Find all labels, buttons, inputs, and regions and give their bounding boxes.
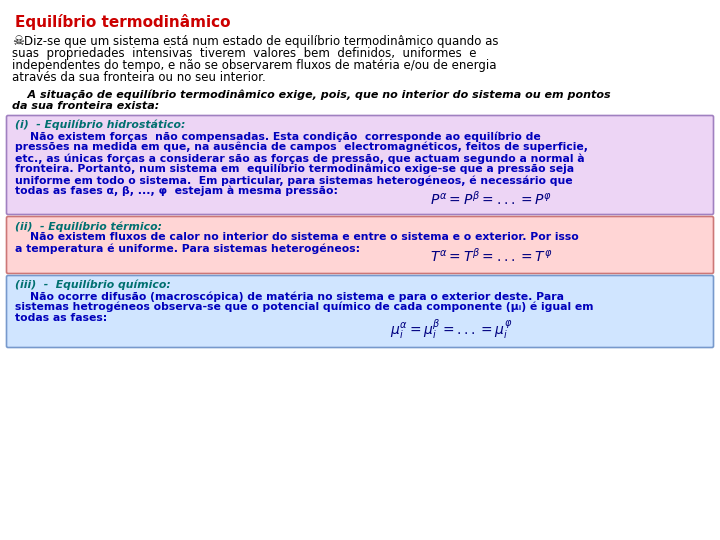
Text: todas as fases:: todas as fases: xyxy=(15,313,107,323)
FancyBboxPatch shape xyxy=(6,217,714,273)
Text: sistemas hetrogéneos observa-se que o potencial químico de cada componente (μᵢ) : sistemas hetrogéneos observa-se que o po… xyxy=(15,302,593,313)
Text: a temperatura é uniforme. Para sistemas heterogéneos:: a temperatura é uniforme. Para sistemas … xyxy=(15,243,360,253)
Text: (iii)  -  Equilíbrio químico:: (iii) - Equilíbrio químico: xyxy=(15,280,171,291)
Text: Diz-se que um sistema está num estado de equilíbrio termodinâmico quando as: Diz-se que um sistema está num estado de… xyxy=(24,35,498,48)
FancyBboxPatch shape xyxy=(6,116,714,214)
Text: independentes do tempo, e não se observarem fluxos de matéria e/ou de energia: independentes do tempo, e não se observa… xyxy=(12,59,497,72)
Text: $P^{\alpha} = P^{\beta} =...= P^{\varphi}$: $P^{\alpha} = P^{\beta} =...= P^{\varphi… xyxy=(430,190,552,208)
Text: suas  propriedades  intensivas  tiverem  valores  bem  definidos,  uniformes  e: suas propriedades intensivas tiverem val… xyxy=(12,47,477,60)
Text: Equilíbrio termodinâmico: Equilíbrio termodinâmico xyxy=(15,14,230,30)
Text: Não ocorre difusão (macroscópica) de matéria no sistema e para o exterior deste.: Não ocorre difusão (macroscópica) de mat… xyxy=(15,291,564,301)
Text: todas as fases α, β, ..., φ  estejam à mesma pressão:: todas as fases α, β, ..., φ estejam à me… xyxy=(15,186,338,197)
Text: Não existem forças  não compensadas. Esta condição  corresponde ao equilíbrio de: Não existem forças não compensadas. Esta… xyxy=(15,131,541,141)
Text: etc., as únicas forças a considerar são as forças de pressão, que actuam segundo: etc., as únicas forças a considerar são … xyxy=(15,153,585,164)
Text: A situação de equilíbrio termodinâmico exige, pois, que no interior do sistema o: A situação de equilíbrio termodinâmico e… xyxy=(12,89,611,99)
Text: $\mu_i^{\alpha} = \mu_i^{\beta} =...= \mu_i^{\varphi}$: $\mu_i^{\alpha} = \mu_i^{\beta} =...= \m… xyxy=(390,317,513,341)
Text: através da sua fronteira ou no seu interior.: através da sua fronteira ou no seu inter… xyxy=(12,71,266,84)
Text: da sua fronteira exista:: da sua fronteira exista: xyxy=(12,101,159,111)
Text: $T^{\alpha} = T^{\beta} =...= T^{\varphi}$: $T^{\alpha} = T^{\beta} =...= T^{\varphi… xyxy=(430,247,552,265)
Text: (i)  - Equilíbrio hidrostático:: (i) - Equilíbrio hidrostático: xyxy=(15,120,185,131)
Text: (ii)  - Equilíbrio térmico:: (ii) - Equilíbrio térmico: xyxy=(15,221,162,232)
Text: ☠: ☠ xyxy=(12,35,24,48)
FancyBboxPatch shape xyxy=(6,275,714,348)
Text: uniforme em todo o sistema.  Em particular, para sistemas heterogéneos, é necess: uniforme em todo o sistema. Em particula… xyxy=(15,175,572,186)
Text: fronteira. Portanto, num sistema em  equilíbrio termodinâmico exige-se que a pre: fronteira. Portanto, num sistema em equi… xyxy=(15,164,574,174)
Text: pressões na medida em que, na ausência de campos  electromagnéticos, feitos de s: pressões na medida em que, na ausência d… xyxy=(15,142,588,152)
Text: Não existem fluxos de calor no interior do sistema e entre o sistema e o exterio: Não existem fluxos de calor no interior … xyxy=(15,232,579,242)
